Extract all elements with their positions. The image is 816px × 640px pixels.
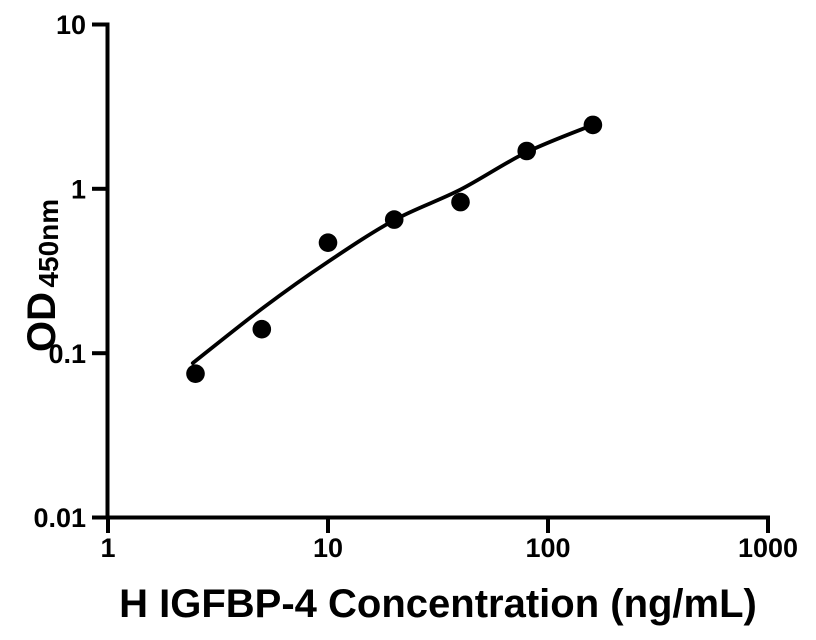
x-axis-tick-label: 1	[100, 533, 115, 563]
data-point	[318, 233, 338, 252]
data-points-group	[186, 115, 603, 384]
x-axis-tick-label: 10	[313, 533, 343, 563]
y-axis-tick-label: 10	[56, 10, 86, 40]
y-axis: 10 1 0.1 0.01	[33, 10, 110, 533]
x-axis-tick-label: 1000	[738, 533, 798, 563]
x-axis-tick-label: 100	[525, 533, 570, 563]
data-point	[583, 115, 603, 135]
data-point	[384, 210, 404, 229]
x-axis: 1 10 100 1000	[100, 515, 798, 563]
y-axis-tick-label: 0.01	[33, 503, 86, 533]
y-axis-tick-label: 1	[71, 175, 86, 205]
x-axis-title: H IGFBP-4 Concentration (ng/mL)	[119, 582, 757, 626]
data-point	[517, 141, 536, 161]
y-axis-title-main: OD	[20, 292, 64, 352]
y-axis-tick-label: 0.1	[48, 339, 86, 369]
data-point	[186, 364, 205, 384]
data-point	[252, 319, 272, 339]
y-axis-title: OD 450nm	[20, 199, 64, 352]
data-point	[451, 192, 470, 212]
y-axis-title-subscript: 450nm	[33, 199, 64, 288]
